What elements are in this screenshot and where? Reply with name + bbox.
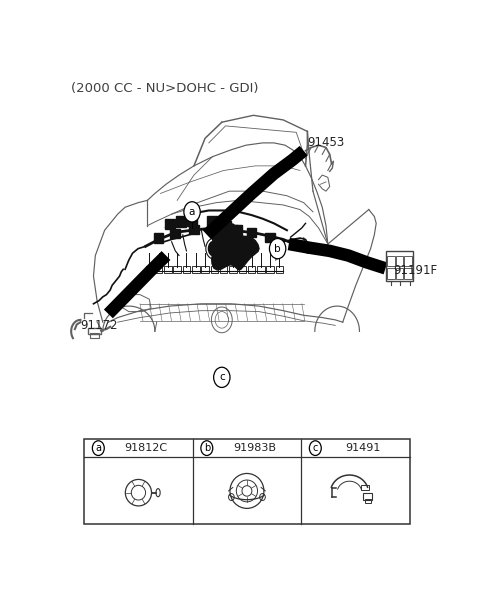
Bar bbox=[176, 217, 186, 226]
Bar bbox=[220, 266, 228, 272]
Bar bbox=[173, 266, 181, 272]
Circle shape bbox=[214, 367, 230, 387]
Circle shape bbox=[201, 441, 213, 456]
Text: c: c bbox=[312, 443, 318, 453]
Circle shape bbox=[92, 441, 104, 456]
Bar bbox=[361, 485, 369, 491]
Bar bbox=[170, 229, 180, 238]
Bar bbox=[247, 228, 256, 237]
Text: a: a bbox=[189, 207, 195, 217]
Bar bbox=[164, 266, 171, 272]
Bar bbox=[257, 266, 264, 272]
Text: (2000 CC - NU>DOHC - GDI): (2000 CC - NU>DOHC - GDI) bbox=[71, 82, 259, 95]
Circle shape bbox=[208, 241, 221, 257]
Bar bbox=[192, 266, 200, 272]
Bar bbox=[202, 266, 209, 272]
Text: 91172: 91172 bbox=[81, 319, 118, 333]
Bar bbox=[405, 269, 412, 278]
Bar bbox=[266, 266, 274, 272]
Bar bbox=[228, 224, 238, 234]
Bar bbox=[365, 499, 371, 503]
Bar bbox=[385, 251, 413, 281]
Text: 91812C: 91812C bbox=[124, 443, 168, 453]
Bar bbox=[187, 216, 197, 226]
Text: 91191F: 91191F bbox=[393, 264, 437, 277]
Bar bbox=[88, 328, 101, 334]
Text: 91983B: 91983B bbox=[233, 443, 276, 453]
Bar bbox=[231, 225, 242, 235]
Bar bbox=[387, 269, 395, 278]
Bar bbox=[154, 233, 163, 242]
Bar bbox=[362, 493, 372, 500]
Polygon shape bbox=[212, 223, 259, 270]
Circle shape bbox=[269, 239, 286, 259]
Bar bbox=[145, 266, 153, 272]
Bar bbox=[276, 266, 283, 272]
Bar bbox=[229, 266, 237, 272]
Text: a: a bbox=[96, 443, 101, 453]
Text: 91491: 91491 bbox=[345, 443, 381, 453]
Bar bbox=[84, 439, 410, 524]
Text: b: b bbox=[204, 443, 210, 453]
Bar bbox=[155, 266, 162, 272]
Bar bbox=[239, 266, 246, 272]
Text: 91453: 91453 bbox=[307, 136, 345, 149]
Bar bbox=[211, 266, 218, 272]
Bar bbox=[165, 219, 175, 229]
Text: b: b bbox=[274, 244, 281, 254]
Bar bbox=[183, 266, 190, 272]
Bar bbox=[189, 224, 199, 234]
Bar bbox=[248, 266, 255, 272]
Bar bbox=[90, 333, 99, 338]
Bar bbox=[207, 217, 218, 226]
Bar bbox=[405, 256, 412, 266]
Circle shape bbox=[184, 202, 200, 222]
Bar bbox=[220, 220, 231, 230]
Text: c: c bbox=[219, 373, 225, 382]
Bar bbox=[396, 269, 403, 278]
Bar bbox=[210, 223, 219, 232]
Bar bbox=[396, 256, 403, 266]
Circle shape bbox=[310, 441, 321, 456]
Bar bbox=[265, 232, 275, 242]
Bar bbox=[387, 256, 395, 266]
